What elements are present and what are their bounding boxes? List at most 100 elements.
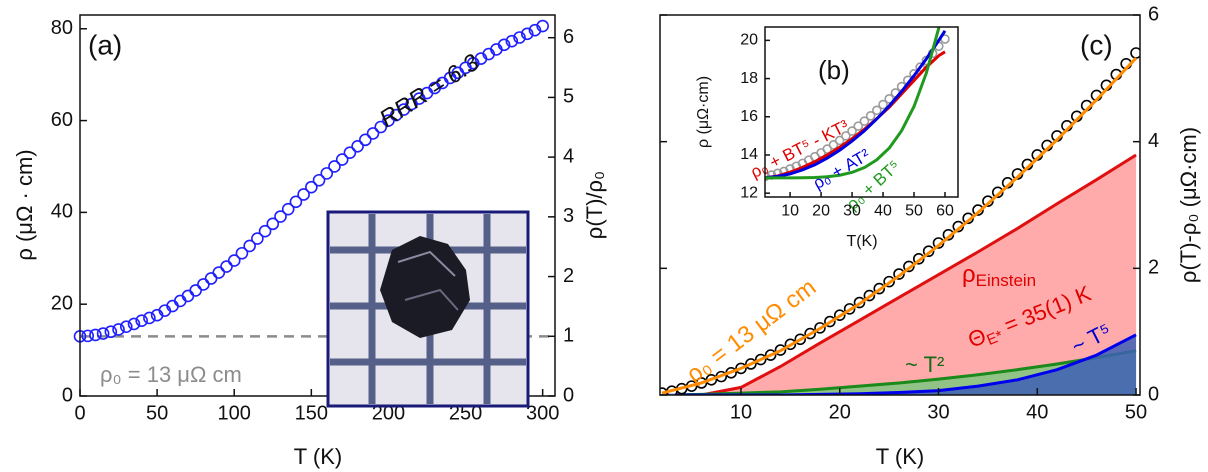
data-point (96, 327, 110, 340)
rho0-annotation: ρ₀ = 13 μΩ cm (100, 362, 242, 387)
x-tick-label: 50 (1125, 401, 1147, 423)
y-tick-label: 20 (51, 292, 73, 314)
y2-axis-label: ρ(T)/ρ₀ (582, 171, 607, 239)
y2-tick-label: 5 (563, 86, 574, 108)
plot-area (660, 47, 1140, 395)
y-tick-label: 0 (1148, 383, 1159, 405)
data-point (828, 140, 839, 150)
t2-annotation: ~ T² (905, 352, 944, 377)
x-tick-label: 50 (905, 203, 923, 220)
data-point (328, 160, 341, 173)
data-point (119, 320, 133, 333)
data-point (204, 272, 218, 285)
einstein-annotation: ρEinstein (962, 261, 1036, 290)
data-point (227, 254, 241, 267)
data-point (312, 173, 326, 187)
data-point (878, 99, 888, 110)
y2-tick-label: 2 (563, 265, 574, 287)
y-axis-label: ρ (μΩ·cm) (695, 76, 712, 148)
panel-label: (a) (88, 29, 122, 60)
x-axis-label: T (K) (294, 444, 342, 469)
data-point (366, 127, 380, 140)
data-point (513, 31, 526, 44)
data-point (173, 294, 187, 308)
y2-tick-label: 1 (563, 325, 574, 347)
symbol: ρ (962, 261, 976, 288)
panel-label: (c) (1080, 29, 1113, 60)
subscript: Einstein (976, 271, 1036, 290)
data-point (841, 131, 851, 141)
y-tick-label: 20 (740, 32, 758, 49)
data-point (335, 153, 349, 166)
y-tick-label: 6 (1148, 3, 1159, 25)
fit-line (661, 153, 1137, 395)
y2-tick-label: 0 (563, 384, 574, 406)
x-tick-label: 30 (927, 401, 949, 423)
data-point (374, 120, 388, 134)
data-point (89, 328, 102, 342)
y2-tick-label: 3 (563, 205, 574, 227)
x-tick-label: 20 (829, 401, 851, 423)
axes-frame (79, 14, 556, 397)
x-tick-label: 0 (74, 402, 85, 424)
sample-photo (326, 210, 530, 408)
x-tick-label: 10 (730, 401, 752, 423)
axes-frame (764, 26, 959, 198)
data-point (212, 266, 226, 279)
data-point (915, 62, 926, 72)
y-tick-label: 4 (1148, 130, 1159, 152)
data-point (251, 232, 264, 245)
x-axis-label: T(K) (846, 233, 877, 250)
fit-line (765, 27, 941, 180)
y-tick-label: 12 (740, 184, 758, 201)
data-point (104, 325, 118, 339)
data-point (281, 202, 295, 216)
data-point (112, 323, 125, 336)
x-tick-label: 40 (1026, 401, 1048, 423)
data-point (197, 278, 210, 291)
x-tick-label: 60 (936, 203, 954, 220)
y2-tick-label: 4 (563, 145, 574, 167)
data-point (834, 135, 845, 146)
area-fill (661, 154, 1137, 395)
data-point (289, 195, 303, 209)
y-tick-label: 18 (740, 70, 758, 87)
data-point (343, 146, 357, 160)
data-point (847, 126, 857, 136)
data-point (497, 38, 511, 52)
data-point (359, 133, 372, 147)
y2-tick-label: 6 (563, 26, 574, 48)
x-tick-label: 150 (295, 402, 328, 424)
data-point (872, 105, 882, 116)
data-point (305, 180, 318, 194)
data-point (1130, 47, 1140, 59)
y-tick-label: 16 (740, 108, 758, 125)
data-point (243, 239, 256, 253)
data-point (143, 311, 156, 325)
data-point (859, 116, 870, 126)
axes-frame (659, 14, 1141, 396)
data-point (505, 34, 519, 48)
data-point (135, 314, 148, 328)
data-point (884, 94, 895, 104)
data-point (258, 224, 272, 238)
y-tick-label: 80 (51, 17, 73, 39)
data-point (274, 210, 287, 223)
y-tick-label: 40 (51, 201, 73, 223)
data-point (297, 188, 310, 201)
data-point (528, 23, 542, 37)
data-point (127, 317, 141, 331)
x-tick-label: 10 (781, 203, 799, 220)
x-tick-label: 30 (843, 203, 861, 220)
x-tick-label: 100 (218, 402, 251, 424)
data-point (181, 289, 195, 303)
x-tick-label: 250 (449, 402, 482, 424)
data-point (189, 284, 202, 297)
data-point (536, 19, 549, 33)
data-point (266, 217, 280, 231)
data-point (520, 27, 534, 41)
y-tick-label: 2 (1148, 257, 1159, 279)
